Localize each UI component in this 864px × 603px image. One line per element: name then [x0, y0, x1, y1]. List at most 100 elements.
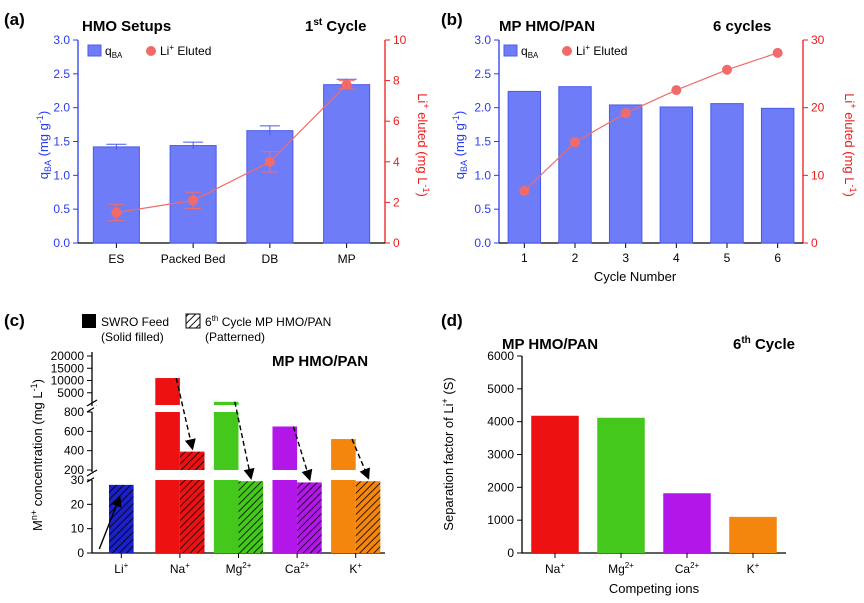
panel-a-legend: qBA Li+ Eluted [87, 43, 211, 60]
legend-solid-label: SWRO Feed [101, 315, 169, 329]
legend-bar-swatch [503, 44, 518, 57]
y2-tick-label: 8 [393, 74, 400, 88]
y-tick-label: 15000 [51, 361, 85, 375]
y-tick-label: 600 [64, 424, 84, 438]
y-tick-label: 0 [77, 546, 84, 560]
legend-hatched-note: (Patterned) [205, 330, 265, 344]
cycle-bar-segment [179, 480, 205, 553]
feed-bar-segment [331, 439, 356, 470]
feed-bar-segment [331, 480, 356, 553]
feed-bar-segment [272, 480, 298, 553]
x-tick-label: Na+ [545, 561, 565, 576]
y-tick-label: 2000 [487, 480, 514, 494]
x-tick-label: 3 [622, 251, 629, 265]
axis-break-mark [86, 399, 98, 407]
panel-label-d: (d) [441, 311, 463, 330]
feed-bar-segment [272, 426, 298, 470]
axis-break-gap [94, 472, 385, 479]
li-eluted-point [341, 79, 352, 90]
x-tick-label: Mg2+ [608, 561, 634, 576]
reduction-arrow [175, 377, 196, 451]
panel-a-title-right: 1st Cycle [305, 17, 366, 35]
y-tick-label: 1.0 [53, 168, 70, 182]
y-tick-label: 6000 [487, 349, 514, 363]
legend-solid-note: (Solid filled) [101, 330, 164, 344]
y-tick-label: 1.5 [474, 135, 491, 149]
y-tick-label: 1.0 [474, 168, 491, 182]
li-eluted-point [264, 156, 275, 167]
bar [608, 104, 643, 244]
li-eluted-point [570, 137, 580, 148]
panel-b-line [519, 47, 783, 196]
legend-line-label: Li+ Eluted [160, 43, 211, 58]
panel-b-legend: qBA Li+ Eluted [503, 43, 627, 60]
y2-tick-label: 30 [811, 33, 825, 47]
x-tick-label: Ca2+ [675, 561, 700, 576]
li-eluted-point [111, 207, 122, 218]
cycle-bar-segment [179, 451, 205, 470]
panel-a-line [108, 79, 355, 222]
bar [710, 103, 744, 244]
x-tick-label: Ca2+ [285, 561, 310, 576]
panel-d-title-right: 6th Cycle [733, 335, 795, 353]
bar [92, 146, 140, 244]
panel-label-a: (a) [4, 10, 25, 29]
feed-bar-segment [213, 401, 239, 405]
x-tick-label: Packed Bed [161, 252, 226, 266]
bar [558, 86, 592, 244]
legend-line-marker [562, 46, 572, 56]
y-tick-label: 1000 [487, 513, 514, 527]
y2-tick-label: 4 [393, 155, 400, 169]
panel-c-bars [94, 378, 385, 553]
x-tick-label: ES [108, 252, 124, 266]
y-tick-label: 800 [64, 405, 84, 419]
feed-bar-segment [213, 412, 239, 470]
panel-b-xlabel: Cycle Number [594, 269, 677, 284]
y2-tick-label: 10 [811, 168, 825, 182]
li-eluted-line [116, 84, 348, 214]
y2-tick-label: 10 [393, 33, 407, 47]
y2-tick-label: 0 [393, 236, 400, 250]
li-eluted-point [620, 108, 631, 119]
legend-bar-label: qBA [521, 44, 539, 60]
y2-tick-label: 0 [811, 236, 818, 250]
panel-d-axes: 0 1000 2000 3000 4000 5000 6000 Na+ Mg2+ Ca2+ K+ [487, 349, 786, 576]
li-gain-arrow [98, 495, 122, 550]
legend-hatched-label: 6th Cycle MP HMO/PAN [205, 314, 331, 329]
panel-c: (c) SWRO Feed (Solid filled) 6th Cycle M… [4, 311, 385, 576]
x-tick-label: DB [262, 252, 279, 266]
y-tick-label: 2.5 [474, 67, 491, 81]
y-tick-label: 3.0 [53, 33, 70, 47]
bar [323, 84, 371, 244]
cycle-bar-segment [355, 481, 381, 553]
y-tick-label: 0.0 [53, 236, 70, 250]
y-tick-label: 1.5 [53, 135, 70, 149]
y-tick-label: 0.5 [53, 202, 70, 216]
panel-c-ylabel: Mn+ concentration (mg L-1) [29, 379, 45, 531]
y-tick-label: 10000 [51, 374, 85, 388]
panel-b-title: MP HMO/PAN [499, 18, 595, 35]
panel-a-axes: 0.0 0.5 1.0 1.5 2.0 2.5 3.0 0 2 4 6 8 10 ES Packed Bed… [53, 33, 406, 266]
x-tick-label: 1 [521, 251, 528, 265]
bar [246, 130, 294, 244]
panel-b: (b) 0.0 0.5 1.0 1.5 2.0 2.5 3.0 0 10 20 30 1 2 3 4 5 6 M… [441, 10, 858, 284]
axis-break-gap [94, 406, 385, 412]
panel-c-legend: SWRO Feed (Solid filled) 6th Cycle MP HM… [82, 313, 331, 344]
legend-solid-swatch [82, 314, 96, 328]
bar [531, 415, 579, 553]
y-tick-label: 3.0 [474, 33, 491, 47]
panel-b-y2label: Li+ eluted (mg L-1) [842, 93, 858, 197]
feed-bar-segment [155, 480, 180, 553]
axis-break-mark [86, 469, 98, 477]
x-tick-label: Na+ [170, 561, 190, 576]
bar [760, 107, 795, 244]
cycle-bar-segment [108, 484, 134, 553]
x-tick-label: K+ [747, 561, 760, 576]
panel-label-c: (c) [4, 311, 25, 330]
panel-d-bars [531, 415, 777, 553]
legend-bar-swatch [87, 44, 102, 57]
y-tick-label: 400 [64, 444, 84, 458]
panel-b-axes: 0.0 0.5 1.0 1.5 2.0 2.5 3.0 0 10 20 30 1 2 3 4 5 6 [474, 33, 824, 265]
panel-a-title: HMO Setups [82, 18, 171, 35]
y-tick-label: 2.0 [474, 101, 491, 115]
